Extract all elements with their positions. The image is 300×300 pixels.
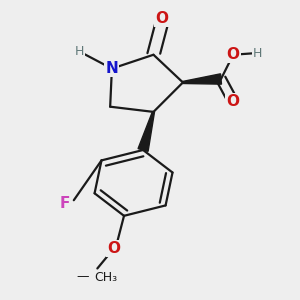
Text: —: — <box>77 270 89 283</box>
Text: H: H <box>74 45 84 58</box>
Text: O: O <box>156 11 169 26</box>
Text: H: H <box>253 46 262 59</box>
Text: N: N <box>106 61 118 76</box>
Text: O: O <box>226 94 240 109</box>
Polygon shape <box>183 74 221 84</box>
Polygon shape <box>138 112 154 152</box>
Text: O: O <box>107 241 120 256</box>
Text: O: O <box>226 47 240 62</box>
Text: CH₃: CH₃ <box>94 271 118 284</box>
Text: F: F <box>60 196 70 211</box>
